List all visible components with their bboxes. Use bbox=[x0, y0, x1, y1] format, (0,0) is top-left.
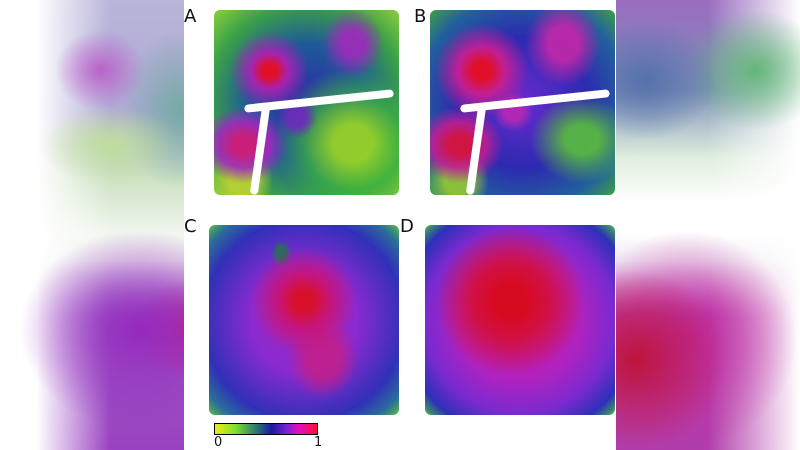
blurred-background-left bbox=[0, 0, 184, 450]
colorbar bbox=[214, 423, 318, 435]
colorbar-min-label: 0 bbox=[214, 435, 223, 450]
panel-label-b: B bbox=[414, 6, 427, 27]
panel-c-network bbox=[204, 220, 404, 420]
figure: A B C D 0 1 bbox=[184, 0, 616, 450]
panel-a-network bbox=[204, 5, 404, 205]
colorbar-max-label: 1 bbox=[314, 435, 323, 450]
panel-label-c: C bbox=[184, 216, 197, 237]
panel-label-d: D bbox=[400, 216, 414, 237]
network-cloud-c bbox=[209, 225, 399, 415]
panel-label-a: A bbox=[184, 6, 197, 27]
blurred-background-right bbox=[616, 0, 800, 450]
panel-d-network bbox=[420, 220, 620, 420]
panel-b-network bbox=[420, 5, 620, 205]
network-cloud-d bbox=[425, 225, 615, 415]
